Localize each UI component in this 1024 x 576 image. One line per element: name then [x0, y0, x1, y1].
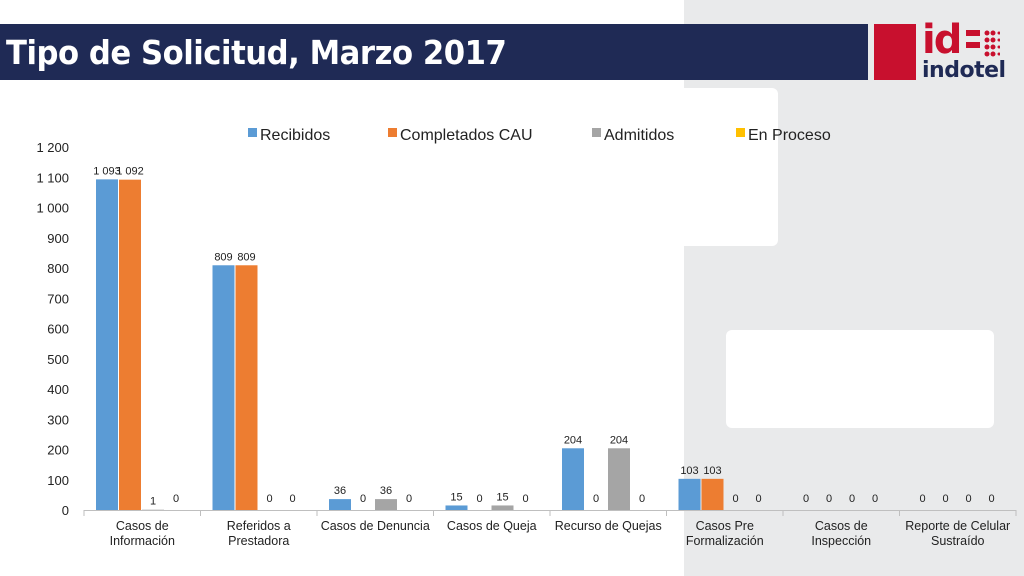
bar	[701, 478, 724, 510]
x-category-label: Formalización	[686, 534, 764, 548]
data-label: 0	[173, 493, 179, 505]
bar	[375, 499, 397, 510]
data-label: 0	[732, 493, 738, 505]
data-label: 1 093	[93, 165, 121, 177]
data-label: 103	[703, 465, 721, 477]
bar	[119, 179, 141, 511]
data-label: 0	[826, 493, 832, 505]
data-label: 0	[593, 493, 599, 505]
x-category-label: Casos de Queja	[447, 519, 537, 533]
y-tick-label: 0	[62, 503, 69, 518]
white-panel	[726, 330, 994, 428]
bar	[445, 505, 468, 510]
x-category-label: Casos de	[116, 519, 169, 533]
y-tick-label: 1 200	[36, 140, 69, 155]
data-label: 15	[450, 491, 462, 503]
data-label: 0	[289, 493, 295, 505]
bar	[678, 478, 701, 510]
bar	[96, 179, 118, 510]
bar	[329, 499, 351, 510]
data-label: 0	[522, 493, 528, 505]
data-label: 0	[266, 493, 272, 505]
white-panel	[540, 88, 778, 246]
data-label: 204	[564, 434, 582, 446]
x-category-label: Sustraído	[931, 534, 985, 548]
legend-swatch	[388, 128, 397, 137]
data-label: 809	[237, 251, 255, 263]
logo-mark: id	[922, 17, 962, 63]
x-category-label: Referidos a	[227, 519, 291, 533]
legend-label: Recibidos	[260, 127, 330, 144]
data-label: 0	[803, 493, 809, 505]
logo-text: indotel	[922, 58, 1006, 83]
data-label: 0	[639, 493, 645, 505]
y-tick-label: 500	[47, 352, 69, 367]
x-category-label: Reporte de Celular	[905, 519, 1010, 533]
logo-dots-icon	[966, 30, 1000, 57]
bar	[562, 448, 584, 510]
y-tick-label: 900	[47, 231, 69, 246]
data-label: 204	[610, 434, 628, 446]
y-tick-label: 1 100	[36, 170, 69, 185]
y-tick-label: 800	[47, 261, 69, 276]
legend-swatch	[592, 128, 601, 137]
legend-swatch	[248, 128, 257, 137]
y-tick-label: 200	[47, 443, 69, 458]
data-label: 103	[680, 465, 698, 477]
y-tick-label: 1 000	[36, 201, 69, 216]
y-tick-label: 700	[47, 291, 69, 306]
bar	[491, 505, 514, 510]
x-category-label: Casos Pre	[696, 519, 754, 533]
bar	[212, 265, 235, 510]
x-category-label: Recurso de Quejas	[555, 519, 662, 533]
x-category-label: Inspección	[811, 534, 871, 548]
data-label: 1	[150, 496, 156, 508]
data-label: 0	[476, 493, 482, 505]
x-category-label: Prestadora	[228, 534, 289, 548]
data-label: 1 092	[116, 166, 144, 178]
x-category-label: Casos de Denuncia	[321, 519, 430, 533]
data-label: 15	[496, 491, 508, 503]
y-tick-label: 300	[47, 412, 69, 427]
data-label: 0	[919, 493, 925, 505]
data-label: 0	[755, 493, 761, 505]
logo-red-block	[874, 24, 916, 80]
legend-swatch	[736, 128, 745, 137]
data-label: 36	[334, 485, 346, 497]
bar	[235, 265, 258, 510]
legend-label: Completados CAU	[400, 127, 533, 144]
x-category-label: Casos de	[815, 519, 868, 533]
y-tick-label: 600	[47, 322, 69, 337]
legend-label: Admitidos	[604, 127, 674, 144]
data-label: 0	[965, 493, 971, 505]
bar	[608, 448, 630, 510]
data-label: 0	[988, 493, 994, 505]
data-label: 0	[406, 493, 412, 505]
data-label: 0	[360, 493, 366, 505]
data-label: 0	[872, 493, 878, 505]
y-tick-label: 400	[47, 382, 69, 397]
y-tick-label: 100	[47, 473, 69, 488]
slide-title: Tipo de Solicitud, Marzo 2017	[6, 33, 507, 72]
legend-label: En Proceso	[748, 127, 831, 144]
x-category-label: Información	[110, 534, 175, 548]
data-label: 809	[214, 251, 232, 263]
data-label: 0	[849, 493, 855, 505]
data-label: 0	[942, 493, 948, 505]
title-bar	[0, 24, 868, 80]
data-label: 36	[380, 485, 392, 497]
